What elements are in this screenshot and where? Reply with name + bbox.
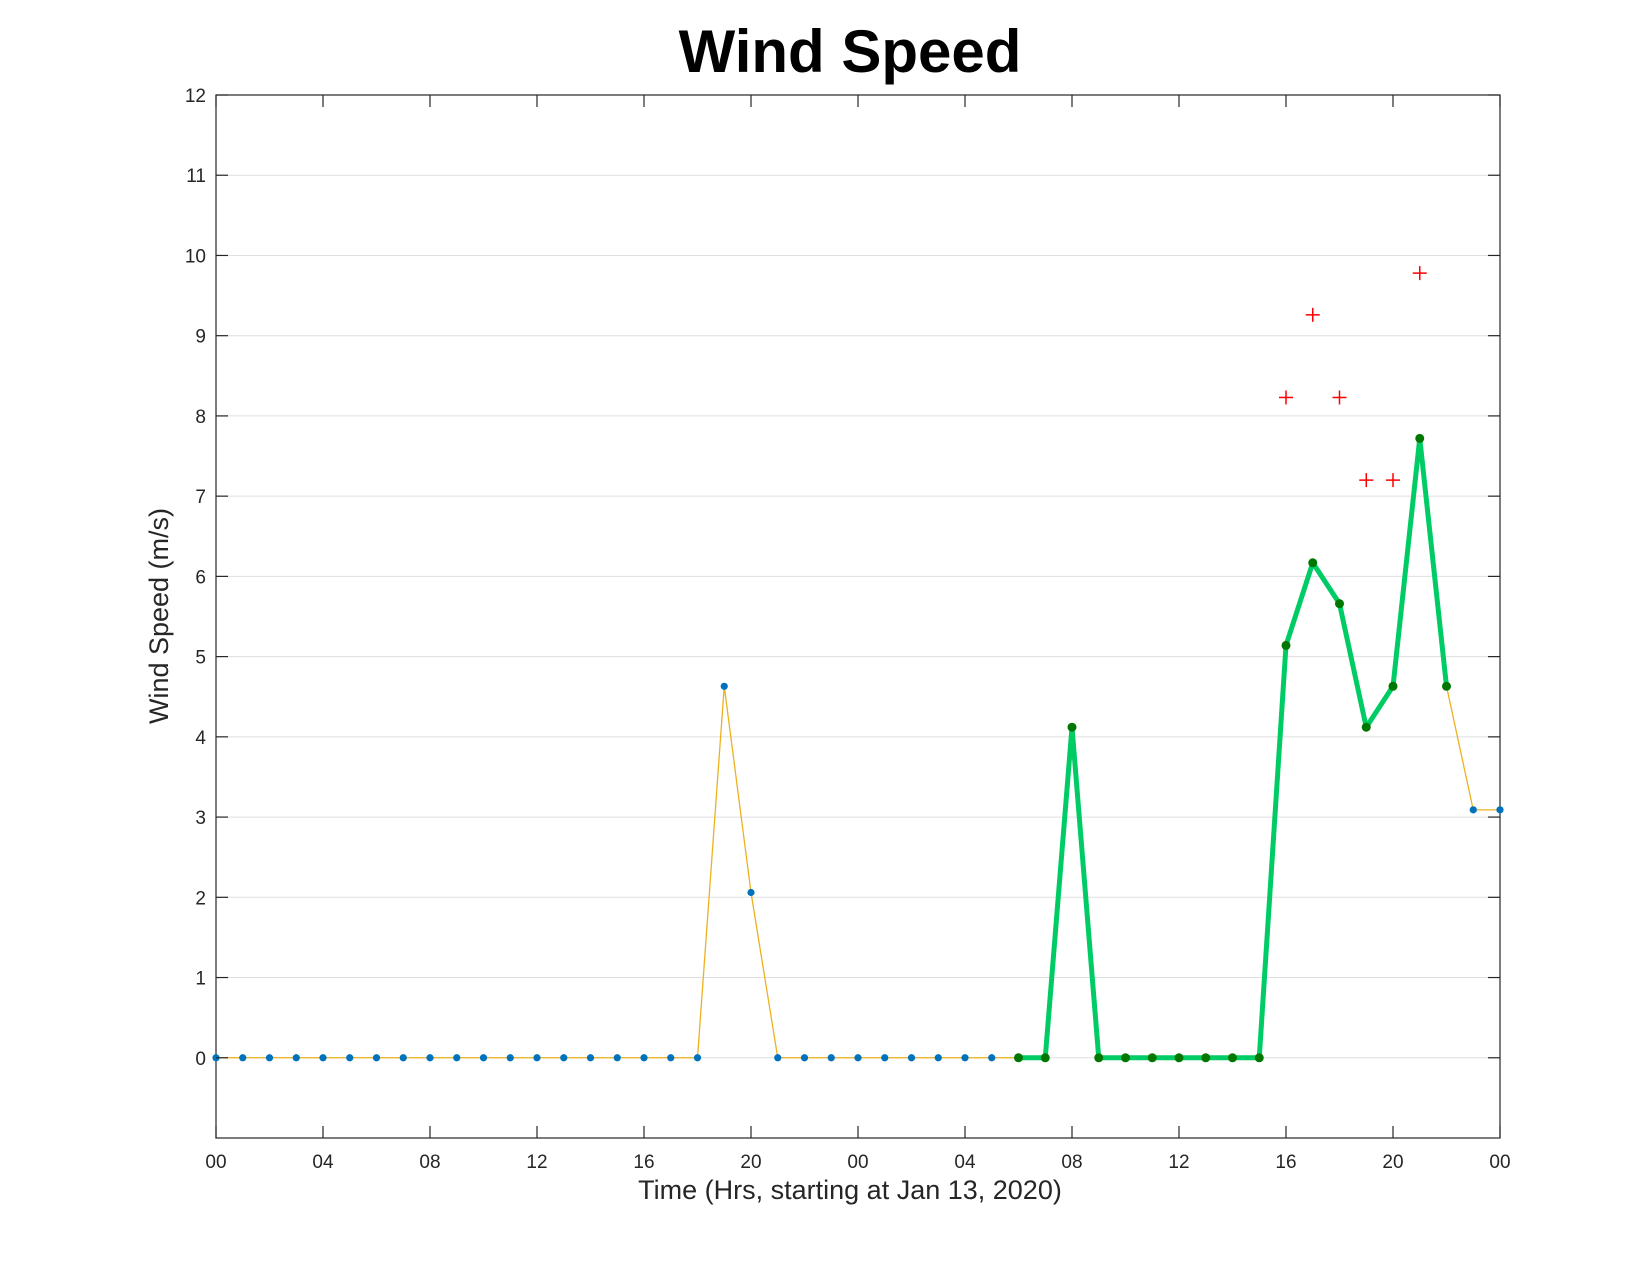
- data-point-green: [1201, 1053, 1211, 1063]
- y-tick-label: 10: [185, 246, 206, 267]
- series-layer: [212, 266, 1504, 1063]
- x-tick-label: 16: [633, 1152, 654, 1173]
- data-point-blue: [319, 1054, 327, 1062]
- series-line-all-hours: [216, 438, 1500, 1059]
- data-point-blue: [800, 1054, 809, 1062]
- data-point-blue: [506, 1054, 514, 1062]
- data-point-blue: [399, 1054, 407, 1062]
- x-tick-label: 00: [205, 1152, 226, 1173]
- data-point-blue: [988, 1054, 996, 1062]
- x-tick-label: 20: [1382, 1152, 1403, 1173]
- y-tick-label: 9: [195, 327, 206, 348]
- x-tick-label: 08: [419, 1152, 440, 1173]
- x-tick-label: 16: [1275, 1152, 1296, 1173]
- data-point-blue: [453, 1054, 461, 1062]
- data-point-blue: [265, 1054, 274, 1062]
- series-line-highlight: [1018, 435, 1449, 1061]
- data-point-blue: [586, 1054, 595, 1062]
- data-point-green: [1228, 1053, 1237, 1063]
- data-point-green: [1174, 1053, 1184, 1063]
- data-point-blue: [426, 1054, 434, 1062]
- data-point-blue: [613, 1054, 621, 1062]
- data-point-green: [1014, 1053, 1023, 1063]
- y-tick-label: 0: [195, 1049, 206, 1070]
- data-point-blue: [747, 888, 755, 897]
- y-tick-label: 7: [195, 487, 206, 508]
- data-point-blue: [239, 1054, 247, 1062]
- y-tick-label: 4: [195, 728, 206, 749]
- data-point-blue: [934, 1054, 942, 1062]
- data-point-green: [1094, 1053, 1104, 1063]
- data-point-blue: [881, 1054, 889, 1062]
- data-point-green: [1040, 1053, 1050, 1063]
- x-tick-label: 00: [1489, 1152, 1510, 1173]
- data-point-green: [1308, 558, 1318, 568]
- data-point-green: [1388, 681, 1398, 691]
- x-tick-label: 00: [847, 1152, 868, 1173]
- data-point-red-plus: [1332, 390, 1347, 405]
- data-point-red-plus: [1412, 266, 1427, 281]
- y-tick-label: 12: [185, 86, 206, 107]
- data-point-blue: [827, 1054, 835, 1062]
- y-tick-label: 1: [195, 969, 206, 990]
- data-point-blue: [372, 1054, 381, 1062]
- data-point-blue: [479, 1054, 488, 1062]
- data-point-blue: [720, 682, 728, 690]
- data-point-blue: [346, 1054, 354, 1062]
- data-point-blue: [961, 1054, 969, 1062]
- chart-title: Wind Speed: [679, 18, 1022, 85]
- data-point-red-plus: [1386, 473, 1400, 488]
- data-point-green: [1361, 722, 1371, 732]
- y-tick-label: 11: [186, 166, 206, 187]
- data-point-green: [1147, 1053, 1157, 1063]
- plot-frame: [215, 94, 1501, 1139]
- x-tick-label: 12: [526, 1152, 547, 1173]
- data-point-blue: [1496, 806, 1504, 814]
- data-point-green: [1415, 433, 1425, 443]
- y-tick-label: 6: [195, 567, 206, 588]
- data-point-red-plus: [1305, 307, 1320, 322]
- plot-area-border: [215, 94, 1501, 1139]
- x-tick-label: 04: [312, 1152, 334, 1173]
- data-point-blue: [693, 1054, 702, 1062]
- data-point-blue: [1469, 806, 1477, 814]
- y-tick-label: 8: [195, 407, 206, 428]
- data-point-blue: [667, 1054, 675, 1062]
- y-axis-label: Wind Speed (m/s): [144, 508, 174, 724]
- data-point-blue: [907, 1054, 916, 1062]
- data-point-blue: [560, 1054, 568, 1062]
- x-tick-label: 12: [1168, 1152, 1189, 1173]
- data-point-green: [1254, 1053, 1264, 1063]
- data-point-green: [1281, 640, 1291, 650]
- data-point-blue: [292, 1054, 300, 1062]
- y-tick-label: 2: [195, 888, 206, 909]
- x-tick-label: 08: [1061, 1152, 1082, 1173]
- data-point-blue: [854, 1054, 862, 1062]
- data-point-green: [1442, 681, 1451, 691]
- x-axis-label: Time (Hrs, starting at Jan 13, 2020): [638, 1175, 1062, 1205]
- data-point-green: [1335, 599, 1344, 609]
- data-point-green: [1067, 722, 1077, 732]
- data-point-blue: [640, 1054, 648, 1062]
- x-tick-label: 20: [740, 1152, 761, 1173]
- data-point-red-plus: [1359, 473, 1374, 488]
- y-tick-label: 3: [195, 808, 206, 829]
- x-tick-label: 04: [954, 1152, 976, 1173]
- data-point-blue: [774, 1054, 782, 1062]
- data-point-green: [1121, 1053, 1130, 1063]
- data-point-blue: [533, 1054, 541, 1062]
- data-point-red-plus: [1279, 390, 1293, 405]
- y-tick-label: 5: [195, 648, 206, 669]
